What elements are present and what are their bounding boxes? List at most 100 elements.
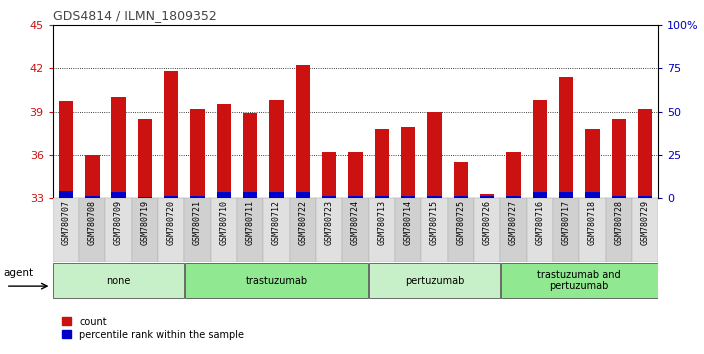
Bar bbox=[58, 191, 73, 198]
Text: trastuzumab and
pertuzumab: trastuzumab and pertuzumab bbox=[537, 270, 621, 291]
FancyBboxPatch shape bbox=[369, 263, 500, 298]
Text: GSM780711: GSM780711 bbox=[246, 200, 255, 245]
Bar bbox=[132, 198, 158, 262]
Text: GSM780725: GSM780725 bbox=[456, 200, 465, 245]
Text: GSM780708: GSM780708 bbox=[88, 200, 96, 245]
Text: GDS4814 / ILMN_1809352: GDS4814 / ILMN_1809352 bbox=[53, 9, 217, 22]
Bar bbox=[579, 198, 605, 262]
Text: GSM780726: GSM780726 bbox=[483, 200, 491, 245]
Bar bbox=[270, 192, 284, 198]
Text: GSM780718: GSM780718 bbox=[588, 200, 597, 245]
FancyBboxPatch shape bbox=[54, 263, 184, 298]
Bar bbox=[480, 194, 494, 198]
Bar bbox=[138, 196, 152, 198]
Bar bbox=[527, 198, 553, 262]
Bar bbox=[158, 198, 184, 262]
Text: GSM780713: GSM780713 bbox=[377, 200, 386, 245]
Bar bbox=[553, 198, 579, 262]
Bar bbox=[79, 198, 106, 262]
FancyBboxPatch shape bbox=[501, 263, 658, 298]
Text: GSM780709: GSM780709 bbox=[114, 200, 123, 245]
Bar bbox=[453, 196, 468, 198]
Bar bbox=[348, 152, 363, 198]
Text: GSM780721: GSM780721 bbox=[193, 200, 202, 245]
Bar bbox=[501, 198, 527, 262]
Bar bbox=[506, 196, 521, 198]
Text: GSM780727: GSM780727 bbox=[509, 200, 518, 245]
Bar bbox=[237, 198, 263, 262]
Text: none: none bbox=[106, 275, 131, 286]
Bar bbox=[427, 112, 441, 198]
Text: GSM780720: GSM780720 bbox=[167, 200, 176, 245]
Bar bbox=[53, 198, 79, 262]
Text: trastuzumab: trastuzumab bbox=[246, 275, 308, 286]
Bar bbox=[369, 198, 395, 262]
Bar bbox=[296, 192, 310, 198]
Text: GSM780728: GSM780728 bbox=[615, 200, 623, 245]
Bar bbox=[316, 198, 342, 262]
Text: GSM780717: GSM780717 bbox=[562, 200, 571, 245]
Bar bbox=[322, 196, 337, 198]
Bar bbox=[638, 196, 653, 198]
Bar bbox=[559, 192, 573, 198]
Text: GSM780710: GSM780710 bbox=[220, 200, 228, 245]
Text: GSM780712: GSM780712 bbox=[272, 200, 281, 245]
Bar bbox=[506, 152, 521, 198]
Bar bbox=[263, 198, 290, 262]
Bar bbox=[111, 192, 126, 198]
Bar bbox=[605, 198, 632, 262]
Bar bbox=[85, 155, 99, 198]
Text: GSM780707: GSM780707 bbox=[61, 200, 70, 245]
Bar bbox=[190, 196, 205, 198]
Bar bbox=[138, 119, 152, 198]
Bar bbox=[210, 198, 237, 262]
Bar bbox=[164, 196, 179, 198]
Bar bbox=[559, 77, 573, 198]
Bar bbox=[395, 198, 421, 262]
Bar bbox=[58, 101, 73, 198]
Text: GSM780724: GSM780724 bbox=[351, 200, 360, 245]
Bar bbox=[375, 129, 389, 198]
Bar bbox=[585, 192, 600, 198]
Text: GSM780715: GSM780715 bbox=[430, 200, 439, 245]
Bar bbox=[612, 196, 626, 198]
Bar bbox=[480, 196, 494, 198]
Text: GSM780729: GSM780729 bbox=[641, 200, 650, 245]
Bar bbox=[290, 198, 316, 262]
Bar bbox=[638, 109, 653, 198]
Bar bbox=[164, 71, 179, 198]
Text: GSM780714: GSM780714 bbox=[403, 200, 413, 245]
Bar bbox=[401, 196, 415, 198]
Bar bbox=[184, 198, 210, 262]
Legend: count, percentile rank within the sample: count, percentile rank within the sample bbox=[58, 313, 248, 343]
Bar bbox=[401, 127, 415, 198]
Bar bbox=[111, 97, 126, 198]
Bar bbox=[585, 129, 600, 198]
Bar bbox=[612, 119, 626, 198]
Bar bbox=[532, 100, 547, 198]
FancyBboxPatch shape bbox=[185, 263, 368, 298]
Bar bbox=[270, 100, 284, 198]
Bar bbox=[296, 65, 310, 198]
Bar bbox=[85, 196, 99, 198]
Bar bbox=[474, 198, 501, 262]
Bar bbox=[190, 109, 205, 198]
Text: pertuzumab: pertuzumab bbox=[405, 275, 464, 286]
Text: GSM780719: GSM780719 bbox=[140, 200, 149, 245]
Bar bbox=[243, 113, 258, 198]
Bar bbox=[421, 198, 448, 262]
Text: GSM780722: GSM780722 bbox=[298, 200, 308, 245]
Bar bbox=[632, 198, 658, 262]
Bar bbox=[217, 104, 231, 198]
Bar bbox=[243, 192, 258, 198]
Bar bbox=[427, 196, 441, 198]
Bar bbox=[348, 196, 363, 198]
Text: agent: agent bbox=[4, 268, 34, 279]
Text: GSM780716: GSM780716 bbox=[535, 200, 544, 245]
Bar bbox=[448, 198, 474, 262]
Bar bbox=[375, 196, 389, 198]
Bar bbox=[322, 152, 337, 198]
Bar bbox=[106, 198, 132, 262]
Bar bbox=[342, 198, 369, 262]
Bar bbox=[217, 192, 231, 198]
